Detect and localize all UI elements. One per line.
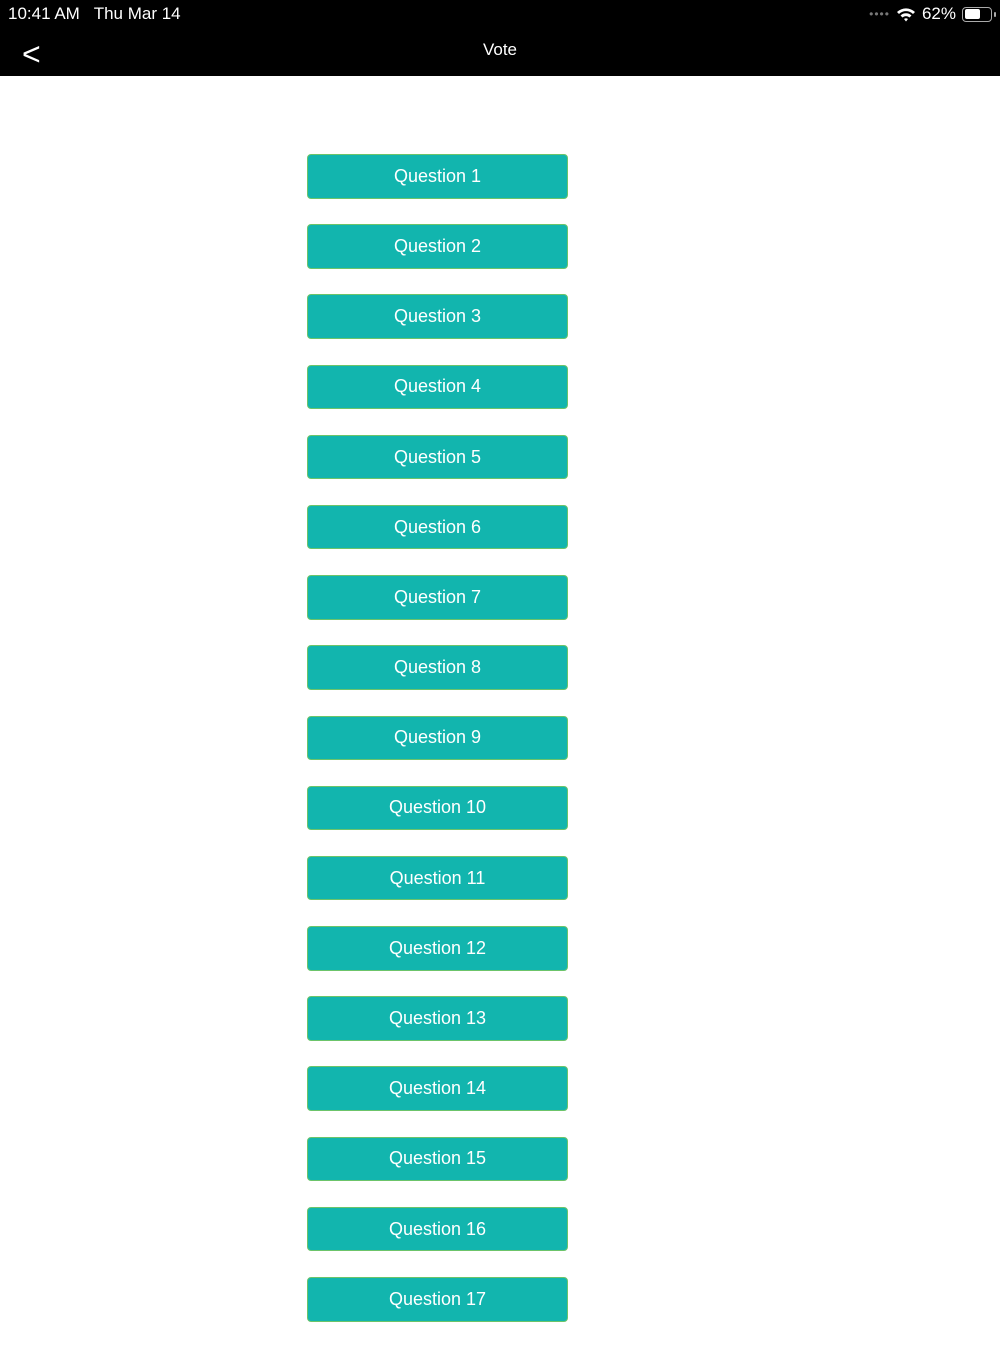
question-button-15[interactable]: Question 15 xyxy=(307,1136,568,1182)
question-button-1[interactable]: Question 1 xyxy=(307,154,568,199)
date-text: Thu Mar 14 xyxy=(93,4,181,23)
page-title: Vote xyxy=(482,40,518,59)
signal-dots-icon: •••• xyxy=(869,7,890,21)
question-button-14[interactable]: Question 14 xyxy=(307,1066,568,1111)
status-indicators: •••• 62% xyxy=(869,4,996,24)
question-list: Question 1 Question 2 Question 3 Question 4… xyxy=(307,154,568,1347)
question-button-12[interactable]: Question 12 xyxy=(307,926,568,971)
question-button-5[interactable]: Question 5 xyxy=(307,434,568,480)
top-bar: 10:41 AM Thu Mar 14 •••• 62% < Vote xyxy=(0,0,1000,76)
battery-icon xyxy=(962,6,996,22)
back-button[interactable]: < xyxy=(22,36,41,72)
question-button-2[interactable]: Question 2 xyxy=(307,224,568,269)
battery-fill xyxy=(964,9,980,19)
question-button-4[interactable]: Question 4 xyxy=(307,364,568,410)
question-button-8[interactable]: Question 8 xyxy=(307,645,568,690)
time-text: 10:41 AM xyxy=(8,4,80,23)
status-time: 10:41 AM Thu Mar 14 xyxy=(8,4,181,24)
question-button-7[interactable]: Question 7 xyxy=(307,575,568,620)
question-button-10[interactable]: Question 10 xyxy=(307,785,568,831)
question-button-17[interactable]: Question 17 xyxy=(307,1277,568,1322)
question-button-6[interactable]: Question 6 xyxy=(307,504,568,550)
question-button-9[interactable]: Question 9 xyxy=(307,715,568,760)
wifi-icon xyxy=(896,7,915,21)
question-button-3[interactable]: Question 3 xyxy=(307,294,568,339)
question-button-16[interactable]: Question 16 xyxy=(307,1206,568,1252)
battery-percent: 62% xyxy=(921,4,956,23)
question-button-11[interactable]: Question 11 xyxy=(307,855,568,901)
question-button-13[interactable]: Question 13 xyxy=(307,996,568,1041)
